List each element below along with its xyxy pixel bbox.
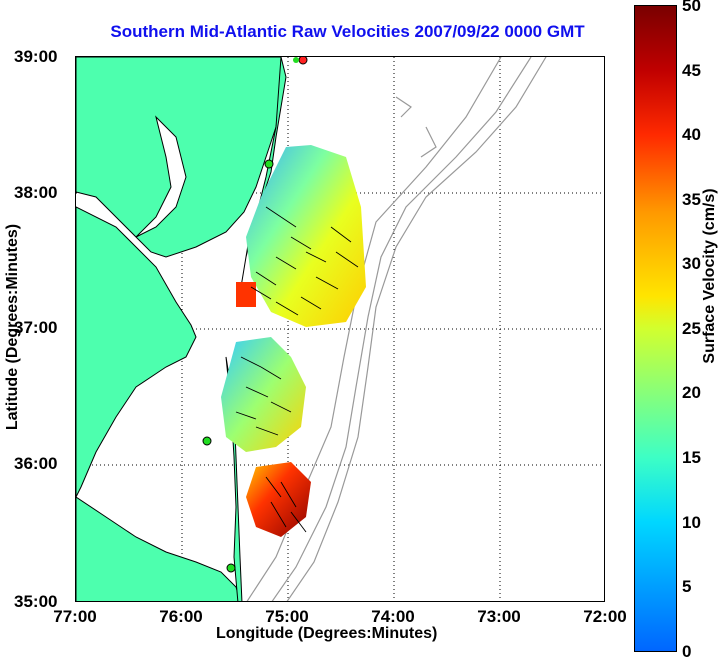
x-tick-73: 73:00 xyxy=(477,607,521,626)
y-tick-39: 39:00 xyxy=(14,47,58,66)
y-tick-38: 38:00 xyxy=(14,183,58,202)
x-tick-77: 77:00 xyxy=(53,607,97,626)
x-axis-label: Longitude (Degrees:Minutes) xyxy=(216,625,438,642)
radar-stations xyxy=(202,57,308,573)
colorbar-tick: 50 xyxy=(682,0,701,15)
station-marker xyxy=(202,436,212,446)
map-plot-area[interactable] xyxy=(75,56,605,602)
bathymetry-contours xyxy=(246,57,547,601)
colorbar-label: Surface Velocity (cm/s) xyxy=(701,188,718,364)
y-axis-label: Latitude (Degrees:Minutes) xyxy=(4,223,21,431)
velocity-field-north xyxy=(236,145,366,327)
colorbar-tick: 25 xyxy=(682,319,701,338)
x-tick-74: 74:00 xyxy=(371,607,415,626)
y-tick-35: 35:00 xyxy=(14,592,58,611)
map-canvas xyxy=(76,57,604,601)
colorbar-tick: 45 xyxy=(682,61,701,80)
colorbar-tick: 40 xyxy=(682,125,701,144)
map-title: Southern Mid-Atlantic Raw Velocities 200… xyxy=(110,22,585,41)
station-marker xyxy=(264,159,274,169)
colorbar xyxy=(634,5,677,652)
chesapeake-bay xyxy=(135,115,187,238)
x-tick-72: 72:00 xyxy=(583,607,627,626)
colorbar-tick: 10 xyxy=(682,513,701,532)
colorbar-tick: 15 xyxy=(682,448,701,467)
y-tick-36: 36:00 xyxy=(14,454,58,473)
colorbar-tick: 5 xyxy=(682,577,692,596)
y-tick-37: 37:00 xyxy=(14,318,58,337)
x-tick-76: 76:00 xyxy=(159,607,203,626)
station-marker xyxy=(226,563,236,573)
velocity-vectors xyxy=(235,206,359,533)
colorbar-tick: 35 xyxy=(682,190,701,209)
colorbar-tick: 20 xyxy=(682,383,701,402)
colorbar-tick: 0 xyxy=(682,642,692,661)
station-marker xyxy=(293,57,299,63)
x-tick-75: 75:00 xyxy=(265,607,309,626)
colorbar-tick: 30 xyxy=(682,254,701,273)
velocity-field-south xyxy=(246,462,311,537)
station-marker xyxy=(298,57,308,65)
